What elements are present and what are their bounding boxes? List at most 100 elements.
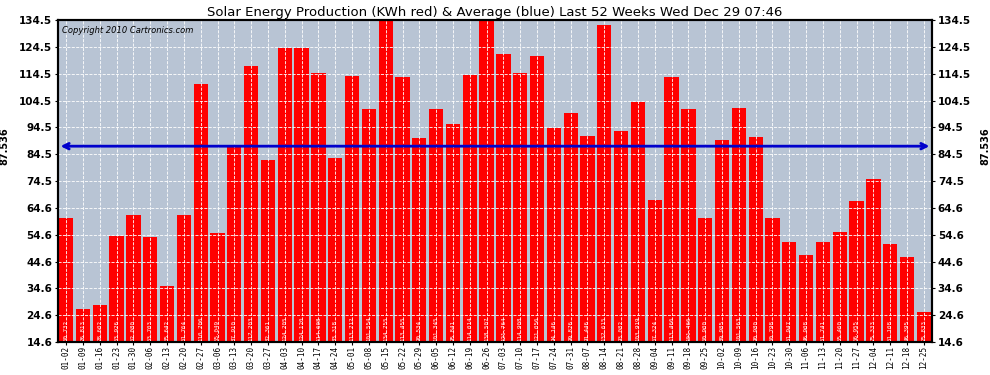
- Text: 62.080: 62.080: [131, 320, 136, 341]
- Bar: [698, 218, 713, 342]
- Bar: [93, 304, 107, 342]
- Bar: [513, 73, 528, 342]
- Text: 82.361: 82.361: [265, 320, 270, 341]
- Bar: [799, 255, 813, 342]
- Bar: [664, 76, 679, 342]
- Bar: [681, 109, 696, 342]
- Bar: [530, 56, 544, 342]
- Text: 94.146: 94.146: [551, 320, 556, 341]
- Bar: [900, 257, 914, 342]
- Text: 51.947: 51.947: [787, 320, 792, 341]
- Text: 101.554: 101.554: [366, 316, 371, 341]
- Bar: [76, 309, 90, 342]
- Text: 51.741: 51.741: [821, 320, 826, 341]
- Title: Solar Energy Production (KWh red) & Average (blue) Last 52 Weeks Wed Dec 29 07:4: Solar Energy Production (KWh red) & Aver…: [207, 6, 783, 18]
- Text: 101.466: 101.466: [686, 316, 691, 341]
- Text: 113.466: 113.466: [669, 316, 674, 341]
- Bar: [546, 128, 561, 342]
- Bar: [260, 160, 275, 342]
- Text: 46.395: 46.395: [905, 320, 910, 341]
- Text: 89.985: 89.985: [720, 320, 725, 341]
- Bar: [127, 214, 141, 342]
- Bar: [765, 218, 780, 342]
- Bar: [244, 66, 258, 342]
- Bar: [631, 102, 645, 342]
- Text: 55.460: 55.460: [838, 320, 842, 341]
- Text: 25.833: 25.833: [922, 320, 927, 341]
- Text: 113.455: 113.455: [400, 316, 405, 341]
- Bar: [614, 131, 629, 342]
- Bar: [378, 19, 393, 342]
- Bar: [328, 158, 343, 342]
- Text: 124.120: 124.120: [299, 316, 304, 341]
- Bar: [294, 48, 309, 342]
- Text: 28.602: 28.602: [97, 320, 102, 341]
- Bar: [361, 108, 376, 342]
- Text: 55.049: 55.049: [215, 320, 220, 341]
- Bar: [917, 312, 931, 342]
- Bar: [412, 138, 427, 342]
- Text: 90.980: 90.980: [753, 320, 758, 341]
- Text: 93.082: 93.082: [619, 320, 624, 341]
- Text: 114.608: 114.608: [316, 316, 321, 341]
- Text: 132.615: 132.615: [602, 316, 607, 341]
- Bar: [194, 84, 208, 342]
- Text: 101.563: 101.563: [737, 316, 742, 341]
- Bar: [446, 124, 460, 342]
- Bar: [395, 76, 410, 342]
- Bar: [59, 218, 73, 342]
- Text: 66.955: 66.955: [854, 320, 859, 341]
- Bar: [144, 237, 157, 342]
- Bar: [883, 244, 897, 342]
- Text: 83.318: 83.318: [333, 320, 338, 341]
- Text: 101.345: 101.345: [434, 316, 439, 341]
- Bar: [177, 215, 191, 342]
- Text: 114.908: 114.908: [518, 316, 523, 341]
- Text: 87.536: 87.536: [0, 128, 10, 165]
- Bar: [732, 108, 746, 342]
- Bar: [479, 9, 494, 342]
- Text: 35.642: 35.642: [164, 320, 169, 341]
- Text: 134.755: 134.755: [383, 316, 388, 341]
- Bar: [277, 48, 292, 342]
- Text: 51.108: 51.108: [888, 320, 893, 341]
- Text: 61.764: 61.764: [181, 320, 186, 341]
- Bar: [782, 242, 796, 342]
- Bar: [563, 113, 578, 342]
- Bar: [816, 242, 830, 342]
- Bar: [866, 179, 880, 342]
- Bar: [429, 109, 444, 342]
- Text: 26.813: 26.813: [80, 320, 85, 341]
- Text: 124.205: 124.205: [282, 316, 287, 341]
- Text: 60.900: 60.900: [703, 320, 708, 341]
- Bar: [210, 234, 225, 342]
- Text: 95.841: 95.841: [450, 320, 455, 341]
- Text: 114.014: 114.014: [467, 316, 472, 341]
- Text: 87.910: 87.910: [232, 320, 237, 341]
- Bar: [311, 74, 326, 342]
- Bar: [597, 25, 612, 342]
- Bar: [227, 145, 242, 342]
- Bar: [715, 140, 730, 342]
- Text: 87.536: 87.536: [980, 128, 990, 165]
- Bar: [833, 232, 846, 342]
- Bar: [160, 286, 174, 342]
- Text: 75.333: 75.333: [871, 320, 876, 341]
- Text: 53.703: 53.703: [148, 320, 152, 341]
- Text: 121.056: 121.056: [535, 316, 540, 341]
- Bar: [110, 237, 124, 342]
- Text: 121.764: 121.764: [501, 316, 506, 341]
- Text: 60.798: 60.798: [770, 320, 775, 341]
- Bar: [462, 75, 477, 342]
- Text: 91.446: 91.446: [585, 320, 590, 341]
- Bar: [580, 136, 595, 342]
- Text: 53.926: 53.926: [114, 320, 119, 341]
- Text: Copyright 2010 Cartronics.com: Copyright 2010 Cartronics.com: [62, 26, 193, 35]
- Bar: [345, 76, 359, 342]
- Bar: [849, 201, 863, 342]
- Text: 110.706: 110.706: [198, 316, 203, 341]
- Text: 113.712: 113.712: [349, 316, 354, 341]
- Text: 99.876: 99.876: [568, 320, 573, 341]
- Text: 46.908: 46.908: [804, 320, 809, 341]
- Text: 90.534: 90.534: [417, 320, 422, 341]
